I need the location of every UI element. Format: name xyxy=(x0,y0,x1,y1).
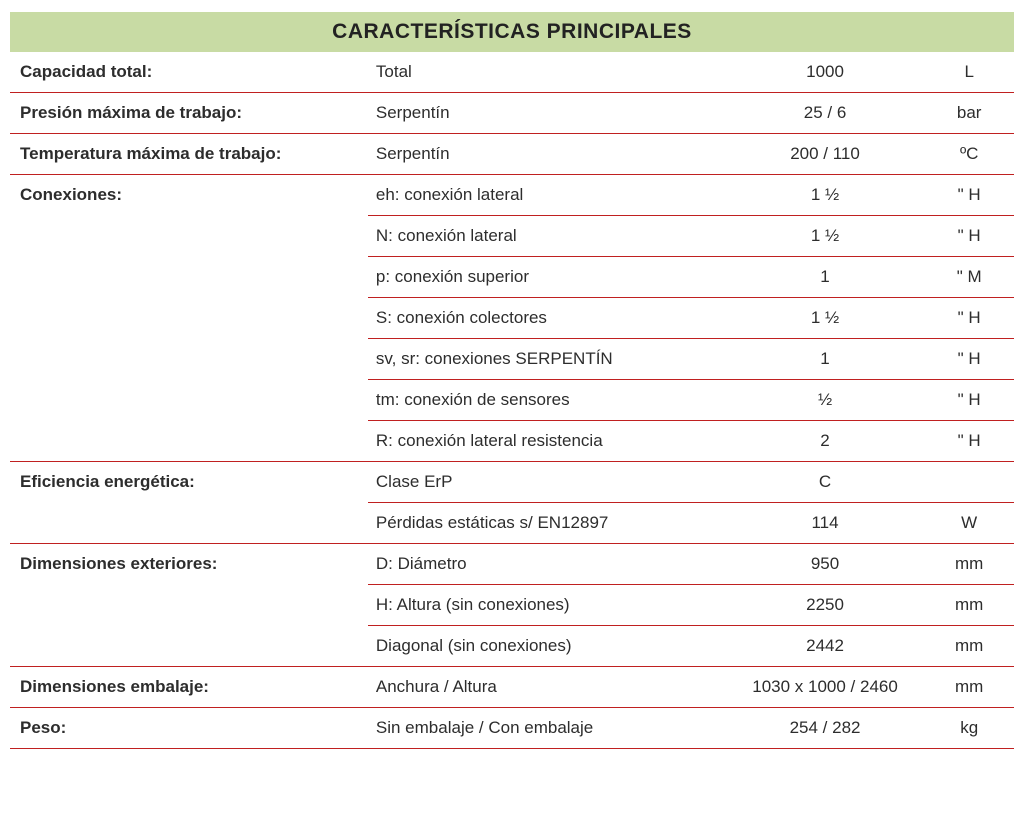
cell-value: 2 xyxy=(726,421,925,462)
cell-label: Dimensiones exteriores: xyxy=(10,544,368,585)
cell-desc: R: conexión lateral resistencia xyxy=(368,421,726,462)
cell-unit: " H xyxy=(924,339,1014,380)
spec-table-container: CARACTERÍSTICAS PRINCIPALES Capacidad to… xyxy=(0,0,1024,761)
cell-value: 1 ½ xyxy=(726,216,925,257)
cell-label xyxy=(10,380,368,421)
cell-desc: Serpentín xyxy=(368,134,726,175)
table-row: tm: conexión de sensores ½ " H xyxy=(10,380,1014,421)
cell-label: Temperatura máxima de trabajo: xyxy=(10,134,368,175)
table-row: Peso: Sin embalaje / Con embalaje 254 / … xyxy=(10,708,1014,749)
cell-unit: " M xyxy=(924,257,1014,298)
cell-label: Presión máxima de trabajo: xyxy=(10,93,368,134)
cell-label: Conexiones: xyxy=(10,175,368,216)
cell-unit: " H xyxy=(924,175,1014,216)
table-row: S: conexión colectores 1 ½ " H xyxy=(10,298,1014,339)
cell-desc: Serpentín xyxy=(368,93,726,134)
cell-desc: Sin embalaje / Con embalaje xyxy=(368,708,726,749)
cell-unit: kg xyxy=(924,708,1014,749)
cell-desc: Diagonal (sin conexiones) xyxy=(368,626,726,667)
cell-unit: " H xyxy=(924,380,1014,421)
spec-table: Capacidad total: Total 1000 L Presión má… xyxy=(10,52,1014,749)
cell-desc: Clase ErP xyxy=(368,462,726,503)
cell-label xyxy=(10,216,368,257)
cell-desc: H: Altura (sin conexiones) xyxy=(368,585,726,626)
table-row: N: conexión lateral 1 ½ " H xyxy=(10,216,1014,257)
table-row: Presión máxima de trabajo: Serpentín 25 … xyxy=(10,93,1014,134)
cell-unit: " H xyxy=(924,298,1014,339)
cell-desc: tm: conexión de sensores xyxy=(368,380,726,421)
table-row: Capacidad total: Total 1000 L xyxy=(10,52,1014,93)
table-row: Temperatura máxima de trabajo: Serpentín… xyxy=(10,134,1014,175)
cell-label xyxy=(10,298,368,339)
cell-desc: N: conexión lateral xyxy=(368,216,726,257)
cell-value: 1030 x 1000 / 2460 xyxy=(726,667,925,708)
table-row: Diagonal (sin conexiones) 2442 mm xyxy=(10,626,1014,667)
cell-value: 114 xyxy=(726,503,925,544)
cell-desc: Total xyxy=(368,52,726,93)
table-row: sv, sr: conexiones SERPENTÍN 1 " H xyxy=(10,339,1014,380)
cell-unit: mm xyxy=(924,585,1014,626)
cell-unit: L xyxy=(924,52,1014,93)
cell-desc: sv, sr: conexiones SERPENTÍN xyxy=(368,339,726,380)
cell-value: 1 ½ xyxy=(726,175,925,216)
cell-unit: bar xyxy=(924,93,1014,134)
table-row: Conexiones: eh: conexión lateral 1 ½ " H xyxy=(10,175,1014,216)
cell-label: Capacidad total: xyxy=(10,52,368,93)
cell-label xyxy=(10,421,368,462)
table-row: H: Altura (sin conexiones) 2250 mm xyxy=(10,585,1014,626)
cell-desc: eh: conexión lateral xyxy=(368,175,726,216)
cell-label: Eficiencia energética: xyxy=(10,462,368,503)
cell-label xyxy=(10,257,368,298)
cell-value: 200 / 110 xyxy=(726,134,925,175)
cell-value: 254 / 282 xyxy=(726,708,925,749)
table-row: Pérdidas estáticas s/ EN12897 114 W xyxy=(10,503,1014,544)
cell-desc: Anchura / Altura xyxy=(368,667,726,708)
cell-unit: mm xyxy=(924,544,1014,585)
table-row: Eficiencia energética: Clase ErP C xyxy=(10,462,1014,503)
cell-value: 2250 xyxy=(726,585,925,626)
cell-value: 2442 xyxy=(726,626,925,667)
cell-desc: D: Diámetro xyxy=(368,544,726,585)
cell-value: 950 xyxy=(726,544,925,585)
cell-desc: S: conexión colectores xyxy=(368,298,726,339)
cell-unit: mm xyxy=(924,626,1014,667)
cell-label: Peso: xyxy=(10,708,368,749)
table-row: Dimensiones exteriores: D: Diámetro 950 … xyxy=(10,544,1014,585)
cell-unit: ºC xyxy=(924,134,1014,175)
table-row: R: conexión lateral resistencia 2 " H xyxy=(10,421,1014,462)
table-row: Dimensiones embalaje: Anchura / Altura 1… xyxy=(10,667,1014,708)
table-title: CARACTERÍSTICAS PRINCIPALES xyxy=(10,12,1014,52)
cell-unit xyxy=(924,462,1014,503)
cell-value: ½ xyxy=(726,380,925,421)
cell-value: 25 / 6 xyxy=(726,93,925,134)
cell-unit: " H xyxy=(924,421,1014,462)
cell-label: Dimensiones embalaje: xyxy=(10,667,368,708)
cell-label xyxy=(10,626,368,667)
cell-unit: mm xyxy=(924,667,1014,708)
cell-label xyxy=(10,339,368,380)
cell-label xyxy=(10,585,368,626)
table-row: p: conexión superior 1 " M xyxy=(10,257,1014,298)
cell-desc: Pérdidas estáticas s/ EN12897 xyxy=(368,503,726,544)
cell-value: 1 xyxy=(726,257,925,298)
cell-value: C xyxy=(726,462,925,503)
cell-value: 1000 xyxy=(726,52,925,93)
cell-label xyxy=(10,503,368,544)
cell-value: 1 ½ xyxy=(726,298,925,339)
cell-value: 1 xyxy=(726,339,925,380)
cell-desc: p: conexión superior xyxy=(368,257,726,298)
cell-unit: W xyxy=(924,503,1014,544)
cell-unit: " H xyxy=(924,216,1014,257)
